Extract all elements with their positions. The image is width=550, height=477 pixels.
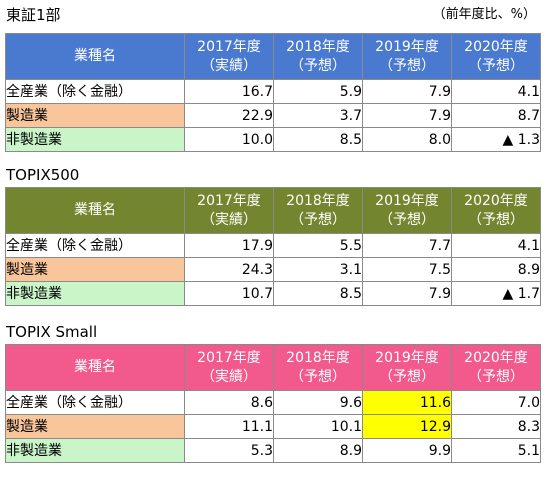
cell-value: 8.5 <box>273 127 363 152</box>
cell-value: 8.5 <box>273 281 363 306</box>
cell-value: 5.9 <box>273 79 363 104</box>
cell-value: ▲ 1.3 <box>451 127 541 152</box>
table-header-row: 業種名 2017年度 （実績） 2018年度 （予想） 2019年度 （予想） 202… <box>5 33 541 80</box>
table-row: 製造業 11.1 10.1 12.9 8.3 <box>5 414 541 439</box>
cell-value: 5.1 <box>451 438 541 463</box>
header-2020: 2020年度 （予想） <box>451 187 541 234</box>
cell-value: 8.0 <box>362 127 452 152</box>
table-header-row: 業種名 2017年度 （実績） 2018年度 （予想） 2019年度 （予想） 202… <box>5 187 541 234</box>
unit-note: （前年度比、%） <box>432 7 536 22</box>
cell-value: 16.7 <box>184 79 274 104</box>
cell-value: 5.3 <box>184 438 274 463</box>
cell-value: 7.0 <box>451 390 541 415</box>
cell-value: 10.1 <box>273 414 363 439</box>
table-row: 製造業 22.9 3.7 7.9 8.7 <box>5 103 541 128</box>
header-2017: 2017年度 （実績） <box>184 344 274 391</box>
cell-value: 22.9 <box>184 103 274 128</box>
table-topix-small: 業種名 2017年度 （実績） 2018年度 （予想） 2019年度 （予想） 202… <box>5 344 541 463</box>
row-label: 製造業 <box>5 103 185 128</box>
header-2020: 2020年度 （予想） <box>451 344 541 391</box>
row-label: 非製造業 <box>5 281 185 306</box>
table-topix500: 業種名 2017年度 （実績） 2018年度 （予想） 2019年度 （予想） 202… <box>5 187 541 306</box>
cell-value: 17.9 <box>184 233 274 258</box>
cell-value: 8.3 <box>451 414 541 439</box>
row-label: 全産業（除く金融） <box>5 233 185 258</box>
cell-value-highlighted: 12.9 <box>362 414 452 439</box>
header-2017: 2017年度 （実績） <box>184 33 274 80</box>
cell-value: 7.9 <box>362 103 452 128</box>
table-title-topix-small: TOPIX Small <box>6 323 98 341</box>
header-2018: 2018年度 （予想） <box>273 33 363 80</box>
header-2018: 2018年度 （予想） <box>273 344 363 391</box>
cell-value: 4.1 <box>451 233 541 258</box>
table-row: 非製造業 5.3 8.9 9.9 5.1 <box>5 438 541 463</box>
row-label: 製造業 <box>5 257 185 282</box>
cell-value: 9.6 <box>273 390 363 415</box>
table-row: 非製造業 10.7 8.5 7.9 ▲ 1.7 <box>5 281 541 306</box>
cell-value: ▲ 1.7 <box>451 281 541 306</box>
cell-value: 4.1 <box>451 79 541 104</box>
table-row: 非製造業 10.0 8.5 8.0 ▲ 1.3 <box>5 127 541 152</box>
row-label: 非製造業 <box>5 438 185 463</box>
table-row: 製造業 24.3 3.1 7.5 8.9 <box>5 257 541 282</box>
cell-value: 10.0 <box>184 127 274 152</box>
header-2019: 2019年度 （予想） <box>362 187 452 234</box>
cell-value: 7.5 <box>362 257 452 282</box>
table-header-row: 業種名 2017年度 （実績） 2018年度 （予想） 2019年度 （予想） 202… <box>5 344 541 391</box>
cell-value-highlighted: 11.6 <box>362 390 452 415</box>
header-2019: 2019年度 （予想） <box>362 33 452 80</box>
row-label: 全産業（除く金融） <box>5 390 185 415</box>
header-industry: 業種名 <box>5 33 185 80</box>
table-row: 全産業（除く金融） 17.9 5.5 7.7 4.1 <box>5 233 541 258</box>
cell-value: 9.9 <box>362 438 452 463</box>
row-label: 非製造業 <box>5 127 185 152</box>
cell-value: 3.7 <box>273 103 363 128</box>
cell-value: 3.1 <box>273 257 363 282</box>
cell-value: 7.7 <box>362 233 452 258</box>
cell-value: 11.1 <box>184 414 274 439</box>
cell-value: 8.6 <box>184 390 274 415</box>
cell-value: 7.9 <box>362 281 452 306</box>
cell-value: 5.5 <box>273 233 363 258</box>
header-industry: 業種名 <box>5 187 185 234</box>
cell-value: 8.9 <box>451 257 541 282</box>
table-tosho1: 業種名 2017年度 （実績） 2018年度 （予想） 2019年度 （予想） 202… <box>5 33 541 152</box>
row-label: 全産業（除く金融） <box>5 79 185 104</box>
table-title-topix500: TOPIX500 <box>6 166 80 184</box>
table-title-tosho1: 東証1部 <box>6 6 61 24</box>
cell-value: 24.3 <box>184 257 274 282</box>
header-2017: 2017年度 （実績） <box>184 187 274 234</box>
cell-value: 10.7 <box>184 281 274 306</box>
header-2019: 2019年度 （予想） <box>362 344 452 391</box>
table-row: 全産業（除く金融） 16.7 5.9 7.9 4.1 <box>5 79 541 104</box>
header-2018: 2018年度 （予想） <box>273 187 363 234</box>
header-2020: 2020年度 （予想） <box>451 33 541 80</box>
cell-value: 7.9 <box>362 79 452 104</box>
table-row: 全産業（除く金融） 8.6 9.6 11.6 7.0 <box>5 390 541 415</box>
cell-value: 8.9 <box>273 438 363 463</box>
header-industry: 業種名 <box>5 344 185 391</box>
cell-value: 8.7 <box>451 103 541 128</box>
row-label: 製造業 <box>5 414 185 439</box>
